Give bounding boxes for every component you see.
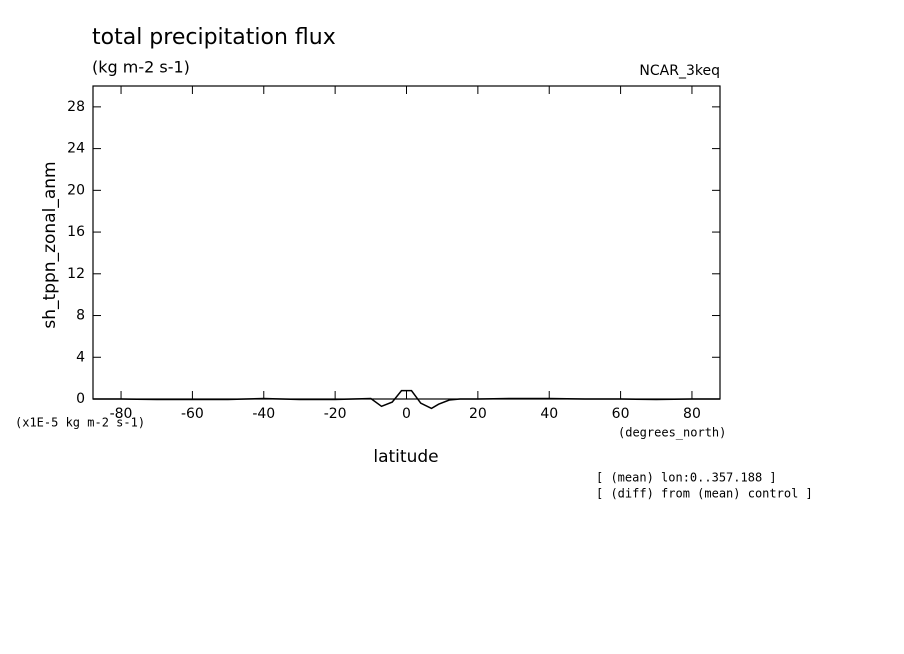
x-axis-label: latitude <box>373 447 438 467</box>
chart-subtitle: (kg m-2 s-1) <box>92 58 190 77</box>
x-units: (degrees_north) <box>618 426 726 440</box>
y-tick-label: 8 <box>76 308 85 324</box>
y-tick-label: 4 <box>76 349 85 365</box>
y-tick-label: 16 <box>67 224 85 240</box>
x-tick-label: 80 <box>683 406 701 422</box>
y-axis-label: sh_tppn_zonal_anm <box>40 161 60 328</box>
x-tick-label: -20 <box>324 406 347 422</box>
x-tick-label: 20 <box>469 406 487 422</box>
x-tick-label: 60 <box>612 406 630 422</box>
chart-title: total precipitation flux <box>92 25 336 50</box>
x-tick-label: -40 <box>252 406 275 422</box>
y-tick-label: 0 <box>76 391 85 407</box>
data-line <box>93 389 720 410</box>
x-tick-label: -60 <box>181 406 204 422</box>
x-tick-label: 0 <box>402 406 411 422</box>
x-tick-label: 40 <box>540 406 558 422</box>
y-tick-label: 12 <box>67 266 85 282</box>
plot-frame <box>92 85 721 400</box>
y-tick-label: 24 <box>67 141 85 157</box>
model-label: NCAR_3keq <box>639 63 720 79</box>
y-tick-label: 20 <box>67 182 85 198</box>
note: [ (mean) lon:0..357.188 ] <box>596 471 777 485</box>
y-tick-label: 28 <box>67 99 85 115</box>
note: [ (diff) from (mean) control ] <box>596 487 813 501</box>
y-scale-label: (x1E-5 kg m-2 s-1) <box>15 416 145 430</box>
x-tick-label: -80 <box>110 406 133 422</box>
